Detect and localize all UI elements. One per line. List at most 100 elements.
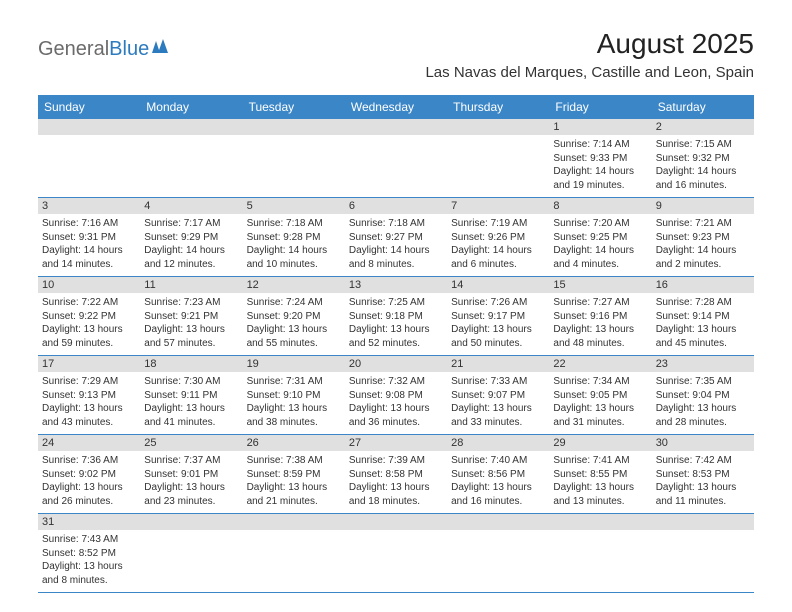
week-row: Sunrise: 7:16 AMSunset: 9:31 PMDaylight:… (38, 214, 754, 277)
daylight-text: Daylight: 13 hours and 8 minutes. (42, 560, 136, 587)
day-number: 23 (652, 356, 754, 372)
daylight-text: Daylight: 14 hours and 12 minutes. (144, 244, 238, 271)
daylight-text: Daylight: 14 hours and 4 minutes. (553, 244, 647, 271)
day-number-row: 24252627282930 (38, 435, 754, 451)
sunrise-text: Sunrise: 7:14 AM (553, 138, 647, 152)
day-number: 29 (549, 435, 651, 451)
sunset-text: Sunset: 9:31 PM (42, 231, 136, 245)
sunrise-text: Sunrise: 7:36 AM (42, 454, 136, 468)
day-cell: Sunrise: 7:37 AMSunset: 9:01 PMDaylight:… (140, 451, 242, 513)
day-number: 12 (243, 277, 345, 293)
weekday-header: Tuesday (243, 95, 345, 119)
sunrise-text: Sunrise: 7:18 AM (349, 217, 443, 231)
day-number-row: 31 (38, 514, 754, 530)
sunrise-text: Sunrise: 7:32 AM (349, 375, 443, 389)
sunset-text: Sunset: 9:16 PM (553, 310, 647, 324)
day-cell: Sunrise: 7:27 AMSunset: 9:16 PMDaylight:… (549, 293, 651, 355)
daylight-text: Daylight: 13 hours and 50 minutes. (451, 323, 545, 350)
day-cell: Sunrise: 7:14 AMSunset: 9:33 PMDaylight:… (549, 135, 651, 197)
day-cell: Sunrise: 7:29 AMSunset: 9:13 PMDaylight:… (38, 372, 140, 434)
sunset-text: Sunset: 8:55 PM (553, 468, 647, 482)
logo: General Blue (38, 38, 174, 61)
day-cell: Sunrise: 7:26 AMSunset: 9:17 PMDaylight:… (447, 293, 549, 355)
day-number: 20 (345, 356, 447, 372)
location: Las Navas del Marques, Castille and Leon… (425, 64, 754, 81)
day-number: 10 (38, 277, 140, 293)
sunrise-text: Sunrise: 7:21 AM (656, 217, 750, 231)
day-number: 31 (38, 514, 140, 530)
day-number: 7 (447, 198, 549, 214)
daylight-text: Daylight: 14 hours and 2 minutes. (656, 244, 750, 271)
day-number: 19 (243, 356, 345, 372)
sunset-text: Sunset: 8:56 PM (451, 468, 545, 482)
sunset-text: Sunset: 9:04 PM (656, 389, 750, 403)
daylight-text: Daylight: 13 hours and 31 minutes. (553, 402, 647, 429)
title-block: August 2025 Las Navas del Marques, Casti… (425, 28, 754, 81)
weekday-header: Friday (549, 95, 651, 119)
logo-text-blue: Blue (109, 38, 149, 61)
day-cell: Sunrise: 7:22 AMSunset: 9:22 PMDaylight:… (38, 293, 140, 355)
day-cell (243, 530, 345, 592)
sunset-text: Sunset: 9:26 PM (451, 231, 545, 245)
day-cell: Sunrise: 7:35 AMSunset: 9:04 PMDaylight:… (652, 372, 754, 434)
day-cell: Sunrise: 7:23 AMSunset: 9:21 PMDaylight:… (140, 293, 242, 355)
daylight-text: Daylight: 13 hours and 41 minutes. (144, 402, 238, 429)
day-number: 22 (549, 356, 651, 372)
sunrise-text: Sunrise: 7:40 AM (451, 454, 545, 468)
week-row: Sunrise: 7:36 AMSunset: 9:02 PMDaylight:… (38, 451, 754, 514)
sunrise-text: Sunrise: 7:30 AM (144, 375, 238, 389)
sunrise-text: Sunrise: 7:43 AM (42, 533, 136, 547)
sunrise-text: Sunrise: 7:20 AM (553, 217, 647, 231)
daylight-text: Daylight: 13 hours and 45 minutes. (656, 323, 750, 350)
sunrise-text: Sunrise: 7:37 AM (144, 454, 238, 468)
sunset-text: Sunset: 9:01 PM (144, 468, 238, 482)
daylight-text: Daylight: 13 hours and 18 minutes. (349, 481, 443, 508)
day-cell (447, 530, 549, 592)
day-cell (38, 135, 140, 197)
daylight-text: Daylight: 14 hours and 19 minutes. (553, 165, 647, 192)
sunrise-text: Sunrise: 7:41 AM (553, 454, 647, 468)
sunset-text: Sunset: 9:25 PM (553, 231, 647, 245)
sunset-text: Sunset: 9:33 PM (553, 152, 647, 166)
day-number (549, 514, 651, 530)
day-number: 15 (549, 277, 651, 293)
day-number (140, 119, 242, 135)
sunrise-text: Sunrise: 7:42 AM (656, 454, 750, 468)
day-cell: Sunrise: 7:17 AMSunset: 9:29 PMDaylight:… (140, 214, 242, 276)
week-row: Sunrise: 7:22 AMSunset: 9:22 PM Daylight:… (38, 293, 754, 356)
day-number-row: 10111213141516 (38, 277, 754, 293)
day-cell (652, 530, 754, 592)
month-title: August 2025 (425, 28, 754, 60)
sunrise-text: Sunrise: 7:22 AM (42, 296, 136, 310)
day-number: 2 (652, 119, 754, 135)
daylight-text: Daylight: 13 hours and 26 minutes. (42, 481, 136, 508)
sunset-text: Sunset: 9:10 PM (247, 389, 341, 403)
day-cell: Sunrise: 7:30 AMSunset: 9:11 PMDaylight:… (140, 372, 242, 434)
daylight-text: Daylight: 13 hours and 48 minutes. (553, 323, 647, 350)
day-cell: Sunrise: 7:32 AMSunset: 9:08 PMDaylight:… (345, 372, 447, 434)
sunset-text: Sunset: 9:07 PM (451, 389, 545, 403)
sunset-text: Sunset: 9:27 PM (349, 231, 443, 245)
sunrise-text: Sunrise: 7:39 AM (349, 454, 443, 468)
daylight-text: Daylight: 13 hours and 36 minutes. (349, 402, 443, 429)
daylight-text: Daylight: 14 hours and 14 minutes. (42, 244, 136, 271)
sunset-text: Sunset: 9:21 PM (144, 310, 238, 324)
sunset-text: Sunset: 9:22 PM (42, 310, 136, 324)
sunrise-text: Sunrise: 7:15 AM (656, 138, 750, 152)
day-cell: Sunrise: 7:34 AMSunset: 9:05 PMDaylight:… (549, 372, 651, 434)
day-number (345, 514, 447, 530)
daylight-text: Daylight: 13 hours and 38 minutes. (247, 402, 341, 429)
day-number (243, 514, 345, 530)
day-number (447, 514, 549, 530)
day-number: 9 (652, 198, 754, 214)
daylight-text: Daylight: 13 hours and 11 minutes. (656, 481, 750, 508)
sunrise-text: Sunrise: 7:34 AM (553, 375, 647, 389)
day-cell: Sunrise: 7:15 AMSunset: 9:32 PMDaylight:… (652, 135, 754, 197)
day-cell (140, 135, 242, 197)
day-number: 13 (345, 277, 447, 293)
daylight-text: Daylight: 13 hours and 28 minutes. (656, 402, 750, 429)
sunrise-text: Sunrise: 7:23 AM (144, 296, 238, 310)
sunrise-text: Sunrise: 7:16 AM (42, 217, 136, 231)
daylight-text: Daylight: 13 hours and 21 minutes. (247, 481, 341, 508)
day-cell: Sunrise: 7:16 AMSunset: 9:31 PMDaylight:… (38, 214, 140, 276)
